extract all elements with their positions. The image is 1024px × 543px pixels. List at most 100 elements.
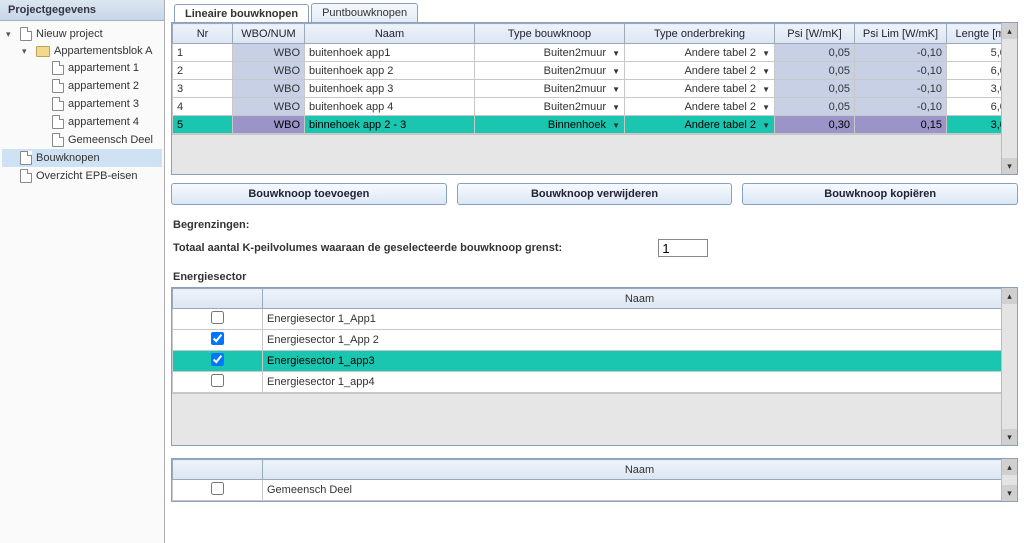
row-naam[interactable]: Energiesector 1_App1 xyxy=(263,309,1017,330)
tree-leaf[interactable]: appartement 2 xyxy=(34,77,162,95)
tree-leaf[interactable]: appartement 1 xyxy=(34,59,162,77)
tab-lineaire[interactable]: Lineaire bouwknopen xyxy=(174,4,309,23)
row-naam[interactable]: Energiesector 1_app3 xyxy=(263,351,1017,372)
cell-naam[interactable]: buitenhoek app 3 xyxy=(305,80,475,98)
cell-psilim[interactable]: -0,10 xyxy=(855,80,947,98)
cell-nr[interactable]: 4 xyxy=(173,98,233,116)
col-wbo[interactable]: WBO/NUM xyxy=(233,24,305,44)
scroll-down-icon[interactable]: ▾ xyxy=(1002,485,1017,501)
cell-psilim[interactable]: -0,10 xyxy=(855,44,947,62)
dropdown-icon[interactable]: ▼ xyxy=(612,103,620,112)
copy-bouwknoop-button[interactable]: Bouwknoop kopiëren xyxy=(742,183,1018,205)
cell-type[interactable]: Buiten2muur ▼ xyxy=(475,44,625,62)
cell-onder[interactable]: Andere tabel 2 ▼ xyxy=(625,98,775,116)
row-checkbox[interactable] xyxy=(211,482,224,495)
cell-onder[interactable]: Andere tabel 2 ▼ xyxy=(625,62,775,80)
delete-bouwknoop-button[interactable]: Bouwknoop verwijderen xyxy=(457,183,733,205)
totaal-input[interactable] xyxy=(658,239,708,257)
add-bouwknoop-button[interactable]: Bouwknoop toevoegen xyxy=(171,183,447,205)
col-psilim[interactable]: Psi Lim [W/mK] xyxy=(855,24,947,44)
cell-type[interactable]: Buiten2muur ▼ xyxy=(475,98,625,116)
cell-onder[interactable]: Andere tabel 2 ▼ xyxy=(625,116,775,134)
row-checkbox[interactable] xyxy=(211,374,224,387)
cell-wbo[interactable]: WBO xyxy=(233,116,305,134)
cell-wbo[interactable]: WBO xyxy=(233,62,305,80)
cell-nr[interactable]: 3 xyxy=(173,80,233,98)
dropdown-icon[interactable]: ▼ xyxy=(612,67,620,76)
scroll-up-icon[interactable]: ▴ xyxy=(1002,288,1017,304)
cell-wbo[interactable]: WBO xyxy=(233,80,305,98)
dropdown-icon[interactable]: ▼ xyxy=(612,121,620,130)
toggle-icon[interactable]: ▾ xyxy=(22,46,32,57)
cell-psi[interactable]: 0,30 xyxy=(775,116,855,134)
dropdown-icon[interactable]: ▼ xyxy=(762,121,770,130)
cell-psi[interactable]: 0,05 xyxy=(775,62,855,80)
tab-punt[interactable]: Puntbouwknopen xyxy=(311,3,418,22)
tree-overzicht[interactable]: Overzicht EPB-eisen xyxy=(2,167,162,185)
table-row[interactable]: Energiesector 1_app3 xyxy=(173,351,1017,372)
tree-folder[interactable]: ▾ Appartementsblok A xyxy=(18,43,162,59)
table-row[interactable]: 4WBObuitenhoek app 4Buiten2muur ▼Andere … xyxy=(173,98,1017,116)
cell-onder[interactable]: Andere tabel 2 ▼ xyxy=(625,44,775,62)
cell-type[interactable]: Buiten2muur ▼ xyxy=(475,80,625,98)
row-checkbox[interactable] xyxy=(211,311,224,324)
table-row[interactable]: 5WBObinnehoek app 2 - 3Binnenhoek ▼Ander… xyxy=(173,116,1017,134)
dropdown-icon[interactable]: ▼ xyxy=(762,103,770,112)
cell-psilim[interactable]: 0,15 xyxy=(855,116,947,134)
table-row[interactable]: Energiesector 1_app4 xyxy=(173,372,1017,393)
cell-nr[interactable]: 1 xyxy=(173,44,233,62)
toggle-icon[interactable]: ▾ xyxy=(6,29,16,40)
tree-leaf[interactable]: appartement 3 xyxy=(34,95,162,113)
cell-type[interactable]: Binnenhoek ▼ xyxy=(475,116,625,134)
dropdown-icon[interactable]: ▼ xyxy=(762,67,770,76)
cell-nr[interactable]: 2 xyxy=(173,62,233,80)
cell-wbo[interactable]: WBO xyxy=(233,44,305,62)
cell-naam[interactable]: binnehoek app 2 - 3 xyxy=(305,116,475,134)
row-checkbox[interactable] xyxy=(211,332,224,345)
scroll-down-icon[interactable]: ▾ xyxy=(1002,429,1017,445)
scrollbar[interactable]: ▴ ▾ xyxy=(1001,459,1017,501)
cell-type[interactable]: Buiten2muur ▼ xyxy=(475,62,625,80)
tree-root[interactable]: ▾ Nieuw project xyxy=(2,25,162,43)
row-checkbox[interactable] xyxy=(211,353,224,366)
dropdown-icon[interactable]: ▼ xyxy=(762,49,770,58)
row-naam[interactable]: Energiesector 1_App 2 xyxy=(263,330,1017,351)
tree-leaf[interactable]: appartement 4 xyxy=(34,113,162,131)
col-naam[interactable]: Naam xyxy=(305,24,475,44)
scroll-up-icon[interactable]: ▴ xyxy=(1002,23,1017,39)
cell-naam[interactable]: buitenhoek app 4 xyxy=(305,98,475,116)
cell-nr[interactable]: 5 xyxy=(173,116,233,134)
table-row[interactable]: Energiesector 1_App1 xyxy=(173,309,1017,330)
scroll-down-icon[interactable]: ▾ xyxy=(1002,158,1017,174)
col-psi[interactable]: Psi [W/mK] xyxy=(775,24,855,44)
row-naam[interactable]: Gemeensch Deel xyxy=(263,480,1017,501)
scroll-up-icon[interactable]: ▴ xyxy=(1002,459,1017,475)
cell-psi[interactable]: 0,05 xyxy=(775,44,855,62)
cell-psi[interactable]: 0,05 xyxy=(775,80,855,98)
table-row[interactable]: 2WBObuitenhoek app 2Buiten2muur ▼Andere … xyxy=(173,62,1017,80)
tree-bouwknopen[interactable]: Bouwknopen xyxy=(2,149,162,167)
es-naam-header[interactable]: Naam xyxy=(263,289,1017,309)
col-type[interactable]: Type bouwknoop xyxy=(475,24,625,44)
scrollbar[interactable]: ▴ ▾ xyxy=(1001,23,1017,174)
row-naam[interactable]: Energiesector 1_app4 xyxy=(263,372,1017,393)
bottom-naam-header[interactable]: Naam xyxy=(263,460,1017,480)
cell-psi[interactable]: 0,05 xyxy=(775,98,855,116)
dropdown-icon[interactable]: ▼ xyxy=(762,85,770,94)
table-row[interactable]: Gemeensch Deel xyxy=(173,480,1017,501)
dropdown-icon[interactable]: ▼ xyxy=(612,49,620,58)
cell-psilim[interactable]: -0,10 xyxy=(855,98,947,116)
col-nr[interactable]: Nr xyxy=(173,24,233,44)
cell-naam[interactable]: buitenhoek app1 xyxy=(305,44,475,62)
col-onder[interactable]: Type onderbreking xyxy=(625,24,775,44)
cell-naam[interactable]: buitenhoek app 2 xyxy=(305,62,475,80)
table-row[interactable]: 3WBObuitenhoek app 3Buiten2muur ▼Andere … xyxy=(173,80,1017,98)
table-row[interactable]: Energiesector 1_App 2 xyxy=(173,330,1017,351)
cell-psilim[interactable]: -0,10 xyxy=(855,62,947,80)
cell-wbo[interactable]: WBO xyxy=(233,98,305,116)
cell-onder[interactable]: Andere tabel 2 ▼ xyxy=(625,80,775,98)
tree-leaf[interactable]: Gemeensch Deel xyxy=(34,131,162,149)
dropdown-icon[interactable]: ▼ xyxy=(612,85,620,94)
scrollbar[interactable]: ▴ ▾ xyxy=(1001,288,1017,445)
table-row[interactable]: 1WBObuitenhoek app1Buiten2muur ▼Andere t… xyxy=(173,44,1017,62)
